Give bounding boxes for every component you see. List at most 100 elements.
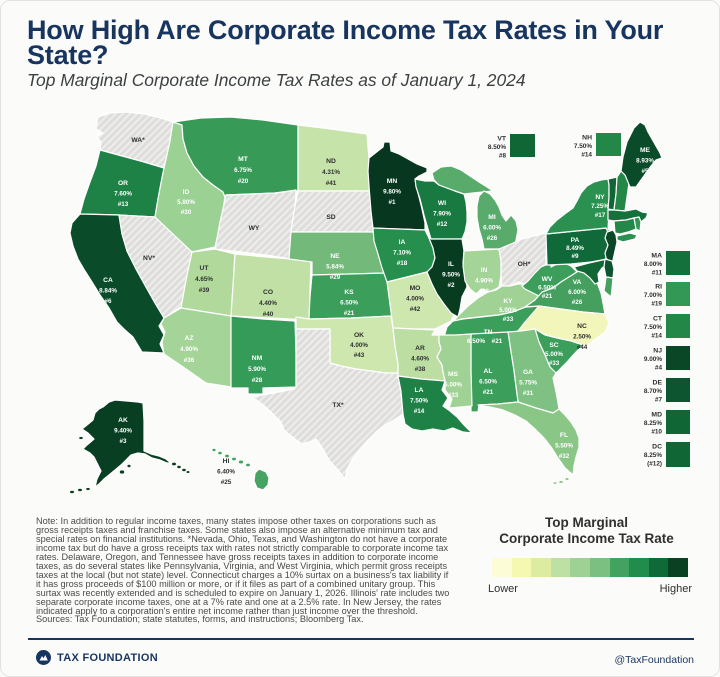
svg-text:9.00%: 9.00% xyxy=(644,356,662,363)
svg-text:#14: #14 xyxy=(651,333,662,340)
svg-text:#30: #30 xyxy=(181,209,192,216)
svg-text:#21: #21 xyxy=(542,293,553,300)
svg-text:MI: MI xyxy=(488,214,496,221)
svg-text:IN: IN xyxy=(481,267,488,274)
svg-text:4.60%: 4.60% xyxy=(411,356,429,363)
svg-text:GA: GA xyxy=(523,369,533,376)
svg-text:5.00%: 5.00% xyxy=(545,351,563,358)
svg-text:ID: ID xyxy=(183,189,190,196)
svg-text:WY: WY xyxy=(249,225,260,232)
svg-text:#38: #38 xyxy=(415,366,426,373)
svg-text:7.90%: 7.90% xyxy=(433,211,451,218)
svg-text:#28: #28 xyxy=(252,377,263,384)
svg-text:4.31%: 4.31% xyxy=(322,169,340,176)
svg-text:#31: #31 xyxy=(523,390,534,397)
svg-text:6.00%: 6.00% xyxy=(568,289,586,296)
svg-text:4.90%: 4.90% xyxy=(475,278,493,285)
svg-text:#21: #21 xyxy=(483,389,494,396)
svg-text:8.70%: 8.70% xyxy=(644,388,662,395)
svg-text:#10: #10 xyxy=(651,429,662,436)
svg-text:WA*: WA* xyxy=(131,137,145,144)
svg-text:OH*: OH* xyxy=(518,261,531,268)
svg-text:8.84%: 8.84% xyxy=(99,288,117,295)
svg-text:5.50%: 5.50% xyxy=(555,443,573,450)
svg-text:ME: ME xyxy=(640,147,651,154)
svg-text:#21: #21 xyxy=(492,338,503,345)
svg-text:#36: #36 xyxy=(184,357,195,364)
svg-text:NM: NM xyxy=(252,355,263,362)
svg-text:#14: #14 xyxy=(581,152,592,159)
svg-text:OK: OK xyxy=(354,332,364,339)
svg-text:SD: SD xyxy=(326,214,335,221)
svg-text:TN: TN xyxy=(484,329,493,336)
svg-text:#18: #18 xyxy=(397,260,408,267)
svg-text:#14: #14 xyxy=(414,408,425,415)
svg-text:6.00%: 6.00% xyxy=(483,225,501,232)
svg-text:5.80%: 5.80% xyxy=(177,199,195,206)
svg-text:6.75%: 6.75% xyxy=(234,167,252,174)
svg-text:6.50%: 6.50% xyxy=(479,379,497,386)
svg-text:7.50%: 7.50% xyxy=(644,324,662,331)
svg-text:#20: #20 xyxy=(238,178,249,185)
svg-text:#17: #17 xyxy=(595,212,606,219)
svg-text:DE: DE xyxy=(653,380,663,387)
svg-text:2.50%: 2.50% xyxy=(573,334,591,341)
svg-text:NV*: NV* xyxy=(143,255,155,262)
svg-text:SC: SC xyxy=(549,342,558,349)
svg-text:#43: #43 xyxy=(354,352,365,359)
svg-text:#3: #3 xyxy=(119,438,127,445)
svg-text:WI: WI xyxy=(438,200,446,207)
svg-text:4.65%: 4.65% xyxy=(195,276,213,283)
svg-text:6.50%: 6.50% xyxy=(538,285,556,292)
svg-text:NY: NY xyxy=(595,194,605,201)
svg-text:6.50%: 6.50% xyxy=(340,300,358,307)
svg-text:AL: AL xyxy=(484,368,493,375)
svg-text:#4: #4 xyxy=(655,365,663,372)
svg-text:#33: #33 xyxy=(503,316,514,323)
svg-text:#33: #33 xyxy=(549,360,560,367)
svg-text:MD: MD xyxy=(651,412,662,419)
svg-text:#7: #7 xyxy=(655,397,663,404)
svg-text:4.90%: 4.90% xyxy=(180,346,198,353)
svg-text:8.25%: 8.25% xyxy=(644,420,662,427)
svg-text:#2: #2 xyxy=(447,282,455,289)
svg-text:#1: #1 xyxy=(388,199,396,206)
svg-text:5.75%: 5.75% xyxy=(519,380,537,387)
svg-text:LA: LA xyxy=(415,387,424,394)
svg-text:MN: MN xyxy=(387,178,398,185)
svg-text:IA: IA xyxy=(399,239,406,246)
svg-text:CO: CO xyxy=(263,289,273,296)
svg-text:7.10%: 7.10% xyxy=(393,250,411,257)
svg-text:NH: NH xyxy=(582,135,592,142)
svg-text:#40: #40 xyxy=(263,311,274,318)
svg-text:4.40%: 4.40% xyxy=(259,300,277,307)
svg-text:#6: #6 xyxy=(104,298,112,305)
svg-text:IL: IL xyxy=(448,261,454,268)
svg-text:DC: DC xyxy=(652,444,662,451)
svg-text:#32: #32 xyxy=(559,453,570,460)
svg-text:8.93%: 8.93% xyxy=(636,158,654,165)
svg-text:HI: HI xyxy=(223,458,230,465)
svg-text:#5: #5 xyxy=(641,168,649,175)
svg-text:#26: #26 xyxy=(487,235,498,242)
svg-text:AR: AR xyxy=(415,345,425,352)
svg-text:#19: #19 xyxy=(651,301,662,308)
svg-text:MS: MS xyxy=(448,371,459,378)
svg-text:7.50%: 7.50% xyxy=(574,143,592,150)
svg-text:#36: #36 xyxy=(479,288,490,295)
svg-text:8.00%: 8.00% xyxy=(644,261,662,268)
svg-text:KS: KS xyxy=(344,289,354,296)
svg-text:NE: NE xyxy=(330,253,340,260)
svg-text:5.84%: 5.84% xyxy=(326,264,344,271)
svg-text:RI: RI xyxy=(655,284,662,291)
svg-text:8.25%: 8.25% xyxy=(644,452,662,459)
svg-text:(#12): (#12) xyxy=(647,461,662,468)
svg-text:AK: AK xyxy=(118,417,128,424)
svg-text:CT: CT xyxy=(653,316,663,323)
svg-text:#26: #26 xyxy=(572,299,583,306)
svg-text:5.00%: 5.00% xyxy=(444,382,462,389)
svg-text:9.40%: 9.40% xyxy=(114,428,132,435)
svg-text:7.50%: 7.50% xyxy=(410,398,428,405)
svg-text:#9: #9 xyxy=(571,253,579,260)
svg-text:AZ: AZ xyxy=(185,335,194,342)
